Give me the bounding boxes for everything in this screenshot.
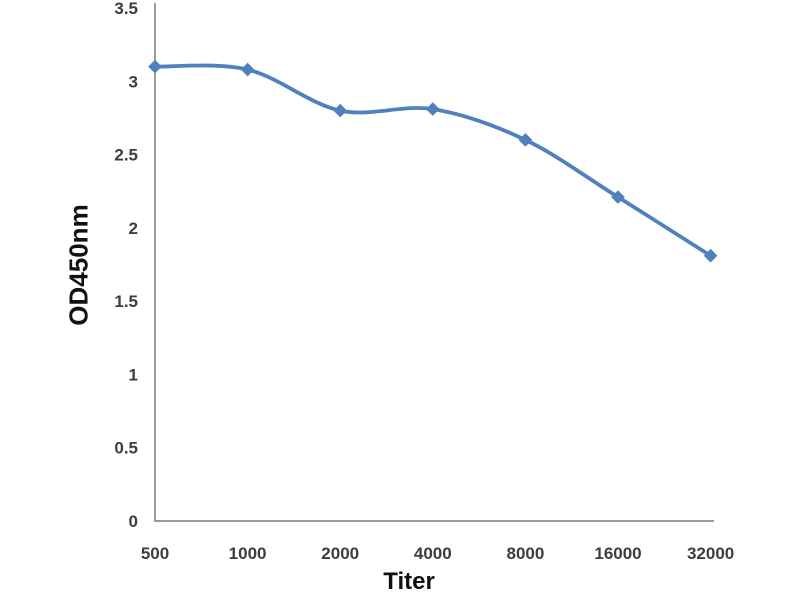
y-tick-labels: 0 0.5 1 1.5 2 2.5 3 3.5 bbox=[114, 0, 138, 531]
y-tick-3: 3 bbox=[129, 72, 138, 91]
data-point-8000 bbox=[518, 133, 533, 147]
x-tick-8000: 8000 bbox=[506, 544, 544, 563]
series-group bbox=[148, 59, 718, 263]
y-tick-0.5: 0.5 bbox=[114, 439, 138, 458]
axes-group bbox=[154, 3, 714, 522]
y-tick-2.5: 2.5 bbox=[114, 146, 138, 165]
x-axis-title: Titer bbox=[383, 568, 435, 595]
data-point-1000 bbox=[240, 62, 255, 77]
x-tick-32000: 32000 bbox=[687, 544, 734, 563]
y-tick-1: 1 bbox=[129, 365, 138, 384]
axis-lines bbox=[154, 3, 714, 522]
x-tick-2000: 2000 bbox=[321, 544, 359, 563]
y-axis-title: OD450nm bbox=[63, 204, 94, 326]
y-tick-0: 0 bbox=[129, 512, 138, 531]
x-tick-labels: 500 1000 2000 4000 8000 16000 32000 bbox=[141, 544, 734, 563]
data-point-32000 bbox=[703, 248, 718, 263]
y-tick-1.5: 1.5 bbox=[114, 292, 138, 311]
x-tick-16000: 16000 bbox=[594, 544, 641, 563]
series-line bbox=[153, 63, 713, 258]
y-tick-3.5: 3.5 bbox=[114, 0, 138, 18]
data-point-500 bbox=[148, 59, 162, 74]
x-tick-1000: 1000 bbox=[229, 544, 267, 563]
x-tick-500: 500 bbox=[141, 544, 169, 563]
x-tick-4000: 4000 bbox=[414, 544, 452, 563]
data-point-4000 bbox=[426, 102, 440, 116]
data-point-16000 bbox=[611, 190, 625, 204]
data-point-2000 bbox=[333, 103, 347, 118]
y-tick-2: 2 bbox=[129, 219, 138, 238]
